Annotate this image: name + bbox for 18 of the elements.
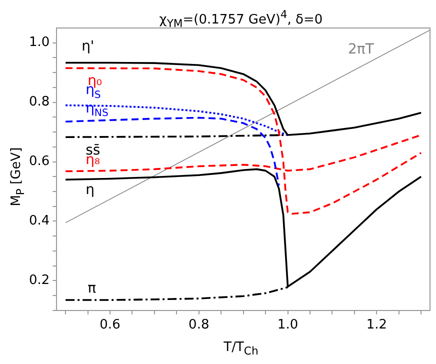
series-label: η' xyxy=(82,38,94,54)
y-tick-label: 0.4 xyxy=(28,214,50,229)
line-series xyxy=(64,67,422,215)
x-tick-label: 1.2 xyxy=(366,318,388,333)
y-tick-label: 1.0 xyxy=(28,35,50,50)
series-label: η xyxy=(86,182,94,198)
x-tick-label: 1.0 xyxy=(277,318,298,333)
y-tick-label: 0.8 xyxy=(28,94,50,110)
line-series xyxy=(64,116,280,186)
series-label: 2πT xyxy=(348,42,374,58)
x-tick-label: 0.6 xyxy=(100,318,120,333)
y-tick-label: 0.6 xyxy=(28,154,50,170)
x-tick-label: 0.8 xyxy=(188,318,210,333)
line-series xyxy=(64,104,289,136)
series-label: π xyxy=(88,280,97,297)
chart-title: χ$_{YM}$=(0.1757 GeV)$^{4}$, δ=0 xyxy=(158,8,324,30)
y-tick-label: 0.2 xyxy=(28,273,50,288)
x-axis-title: T/T$_{Ch}$ xyxy=(222,340,260,358)
